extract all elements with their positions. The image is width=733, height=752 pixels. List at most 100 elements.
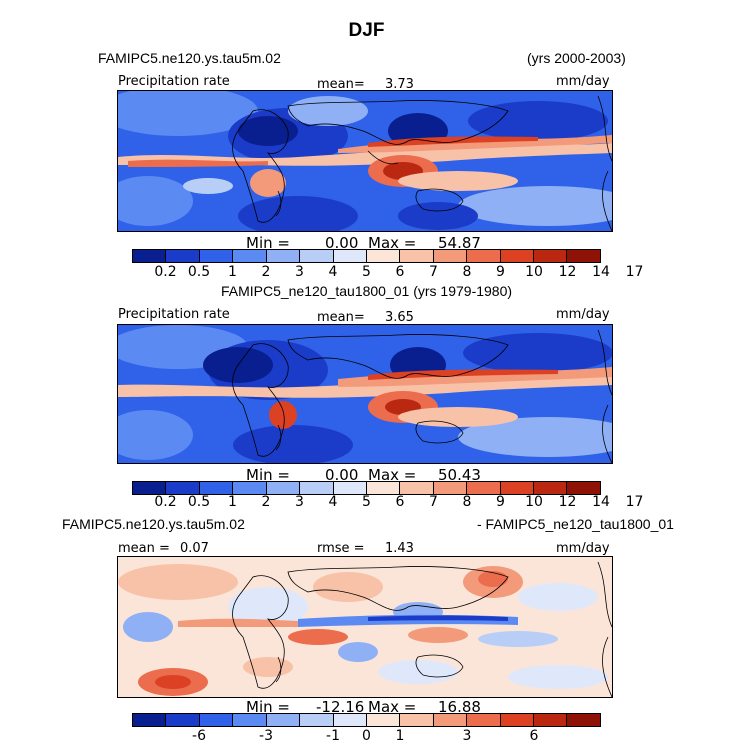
colorbar-swatch [433,482,468,494]
colorbar-swatch [467,250,501,262]
colorbar-swatch [300,250,334,262]
colorbar-tick-label: 0.5 [187,494,211,510]
panel3-case-label-right: - FAMIPC5_ne120_tau1800_01 [477,516,674,532]
colorbar-tick-label: 1 [228,494,237,510]
colorbar-tick-label: 4 [328,494,338,510]
panel1-colorbar-ticks: 0.2 0.5 1 2 3 4 5 6 7 8 9 10 12 14 17 [132,264,643,282]
colorbar-swatch [433,250,468,262]
panel1-min-label: Min = [246,234,290,252]
colorbar-swatch [567,250,600,262]
panel2-colorbar-ticks: 0.2 0.5 1 2 3 4 5 6 7 8 9 10 12 14 17 [132,494,643,512]
panel1-min-value: 0.00 [325,234,359,252]
colorbar-swatch [166,482,200,494]
colorbar-tick-label: -6 [192,728,206,744]
colorbar-tick-label: 1 [228,264,237,280]
colorbar-tick-label: 3 [295,494,304,510]
panel3-mean-label: mean = [118,541,170,556]
panel2-max-value: 50.43 [438,466,481,484]
colorbar-swatch [333,250,367,262]
panel2-case-label: FAMIPC5_ne120_tau1800_01 (yrs 1979-1980) [220,283,513,299]
colorbar-swatch [133,250,167,262]
panel2-min-label: Min = [246,466,290,484]
colorbar-swatch [333,714,367,726]
panel1-max-label: Max = [368,234,417,252]
colorbar-swatch [166,250,200,262]
colorbar-tick-label: 7 [429,264,438,280]
panel3-colorbar-ticks: -6 -3 -1 0 1 3 6 [132,728,601,746]
colorbar-swatch [199,250,234,262]
colorbar-swatch [199,482,234,494]
colorbar-tick-label: 10 [525,494,543,510]
colorbar-tick-label: 6 [395,494,405,510]
panel2-colorbar [132,481,601,495]
colorbar-swatch [534,714,568,726]
panel3-units-label: mm/day [556,541,610,556]
colorbar-tick-label: 5 [362,264,371,280]
colorbar-swatch [400,482,434,494]
colorbar-swatch [567,482,600,494]
colorbar-tick-label: 2 [261,494,271,510]
colorbar-tick-label: 4 [328,264,338,280]
colorbar-tick-label: 3 [462,728,472,744]
colorbar-tick-label: 17 [625,494,644,510]
panel3-max-label: Max = [368,698,417,716]
panel1-years-label: (yrs 2000-2003) [527,50,626,66]
colorbar-swatch [166,714,200,726]
panel1-case-label: FAMIPC5.ne120.ys.tau5m.02 [98,50,281,66]
colorbar-tick-label: 3 [295,264,304,280]
panel3-case-label-left: FAMIPC5.ne120.ys.tau5m.02 [62,516,245,532]
colorbar-tick-label: -3 [259,728,273,744]
colorbar-swatch [467,714,501,726]
colorbar-swatch [366,482,401,494]
colorbar-tick-label: -1 [326,728,340,744]
panel3-coastlines [232,561,612,697]
panel2-max-label: Max = [368,466,417,484]
panel3-colorbar [132,713,601,727]
colorbar-swatch [300,714,334,726]
panel2-coastlines [232,329,612,463]
colorbar-tick-label: 6 [395,264,405,280]
panel1-coastlines [232,95,612,231]
colorbar-tick-label: 8 [462,494,472,510]
figure-title: DJF [348,20,385,41]
colorbar-swatch [266,250,301,262]
colorbar-swatch [400,714,434,726]
colorbar-swatch [366,250,401,262]
colorbar-swatch [534,250,568,262]
colorbar-tick-label: 12 [558,494,577,510]
panel3-rmse-value: 1.43 [385,541,414,556]
panel2-mean-value: 3.65 [385,310,414,325]
colorbar-swatch [467,482,501,494]
panel2-min-value: 0.00 [325,466,359,484]
colorbar-swatch [266,714,301,726]
colorbar-tick-label: 2 [261,264,271,280]
colorbar-tick-label: 7 [429,494,438,510]
colorbar-swatch [400,250,434,262]
panel3-min-label: Min = [246,698,290,716]
colorbar-tick-label: 0.2 [154,494,177,510]
panel3-rmse-label: rmse = [317,541,365,556]
colorbar-swatch [366,714,401,726]
colorbar-swatch [233,714,267,726]
panel1-variable-label: Precipitation rate [118,74,230,89]
panel1-units-label: mm/day [556,74,610,89]
colorbar-swatch [500,482,535,494]
colorbar-tick-label: 14 [592,494,610,510]
colorbar-swatch [500,714,535,726]
colorbar-tick-label: 5 [362,494,371,510]
panel2-variable-label: Precipitation rate [118,307,230,322]
panel1-colorbar [132,249,601,263]
panel2-units-label: mm/day [556,307,610,322]
colorbar-tick-label: 8 [462,264,472,280]
colorbar-swatch [433,714,468,726]
colorbar-tick-label: 0.5 [187,264,211,280]
colorbar-swatch [567,714,600,726]
colorbar-swatch [133,714,167,726]
colorbar-swatch [300,482,334,494]
colorbar-tick-label: 1 [395,728,405,744]
panel3-difference-map [117,556,613,698]
colorbar-tick-label: 9 [496,494,505,510]
colorbar-swatch [266,482,301,494]
colorbar-tick-label: 0 [362,728,371,744]
colorbar-swatch [233,482,267,494]
